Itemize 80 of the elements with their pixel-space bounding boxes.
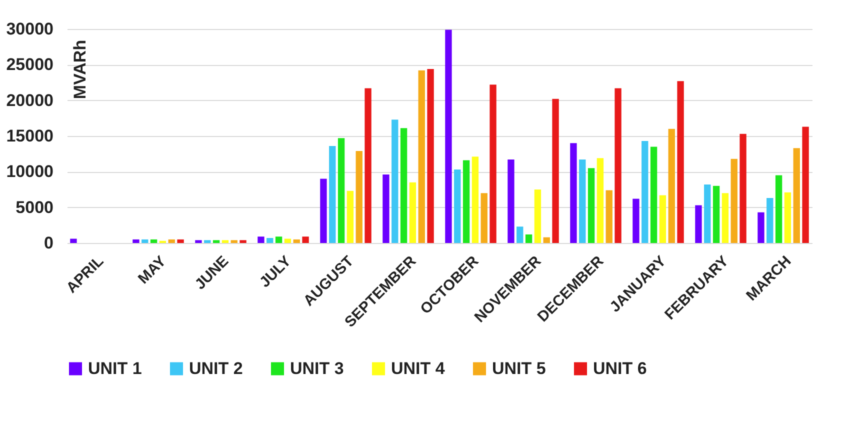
bar — [570, 143, 577, 243]
bar — [212, 240, 220, 243]
bar — [677, 81, 684, 243]
y-tick-label: 15000 — [6, 126, 54, 146]
bar — [775, 175, 782, 243]
bar — [329, 146, 336, 243]
bar — [275, 236, 282, 243]
bar — [730, 158, 738, 243]
bar — [427, 68, 434, 243]
bar — [150, 239, 158, 243]
legend-label: UNIT 4 — [391, 358, 446, 378]
bar — [266, 238, 274, 243]
bar — [642, 140, 648, 243]
bar — [258, 236, 264, 243]
bar — [400, 128, 408, 243]
bar — [722, 193, 729, 243]
bar — [543, 237, 550, 243]
bar — [588, 168, 595, 243]
bar — [392, 120, 398, 243]
legend-label: UNIT 6 — [593, 358, 647, 378]
bar — [740, 134, 746, 243]
bar — [766, 198, 774, 243]
bar — [490, 84, 496, 243]
bar — [445, 30, 452, 243]
bar — [668, 128, 675, 243]
bar — [454, 170, 461, 243]
bar — [222, 240, 229, 243]
bar — [418, 70, 425, 243]
bar — [614, 88, 622, 243]
bar — [70, 238, 77, 243]
y-tick-label: 20000 — [6, 90, 54, 110]
bar — [284, 238, 292, 243]
bar — [695, 205, 702, 243]
bar — [784, 192, 792, 243]
bar — [356, 150, 362, 243]
bar — [195, 240, 202, 243]
legend-label: UNIT 5 — [492, 358, 546, 378]
bar — [346, 190, 354, 243]
y-tick-label: 5000 — [16, 198, 54, 217]
bar — [534, 190, 542, 243]
bar — [552, 98, 559, 243]
bar — [204, 240, 211, 243]
y-tick-label: 30000 — [6, 20, 54, 38]
legend-label: UNIT 1 — [88, 358, 142, 378]
bar — [382, 174, 390, 243]
bar — [659, 195, 666, 243]
bar — [632, 198, 640, 243]
bar — [802, 126, 809, 243]
bar — [650, 146, 658, 243]
y-tick-label: 25000 — [6, 55, 54, 74]
bar — [472, 156, 479, 243]
bar — [712, 186, 720, 243]
legend-label: UNIT 2 — [189, 358, 243, 378]
bar — [525, 234, 532, 243]
bar — [596, 158, 604, 243]
bar — [758, 212, 764, 243]
bar — [240, 240, 246, 243]
bar — [302, 236, 309, 243]
bar — [338, 138, 345, 243]
bar — [462, 160, 470, 243]
bar — [293, 239, 300, 243]
bar — [168, 239, 175, 243]
bar — [142, 239, 148, 243]
bar — [230, 240, 238, 243]
bar — [704, 184, 711, 243]
bar — [606, 190, 612, 243]
bar — [132, 239, 140, 243]
y-axis-title: MVARh — [70, 40, 90, 100]
bar — [579, 160, 586, 243]
bar — [480, 193, 488, 243]
bar — [508, 160, 514, 243]
bar — [409, 182, 416, 243]
bar — [516, 226, 524, 243]
bar — [320, 178, 327, 243]
bar — [364, 88, 372, 243]
bar — [793, 148, 800, 243]
legend-label: UNIT 3 — [290, 358, 344, 378]
y-tick-label: 0 — [44, 234, 54, 252]
bar — [177, 239, 184, 243]
y-tick-label: 10000 — [6, 162, 54, 182]
